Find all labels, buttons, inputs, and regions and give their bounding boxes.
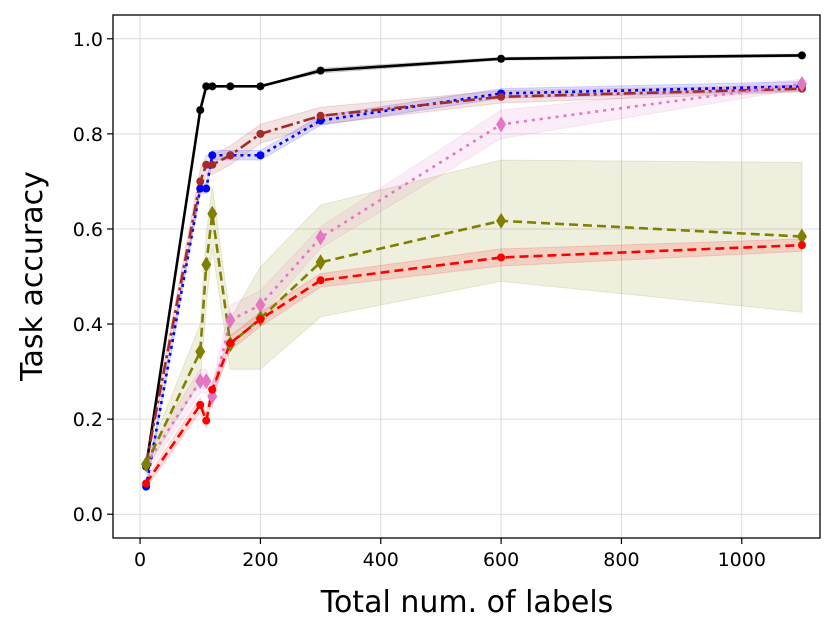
- marker-olive-dashed-diamond: [796, 228, 807, 245]
- marker-blue-dotted: [202, 184, 211, 193]
- confidence-bands: [145, 53, 803, 491]
- y-tick-label: 0.2: [73, 409, 103, 431]
- marker-black-solid: [226, 82, 235, 91]
- axis-ticks: 0 200 400 600 800 1000 0.0 0.2 0.4 0.6 0.8 1.0: [73, 29, 766, 571]
- marker-blue-dotted: [256, 151, 265, 160]
- marker-olive-dashed-diamond: [207, 205, 218, 222]
- marker-black-solid: [202, 82, 211, 91]
- line-red-dashed: [145, 243, 803, 485]
- marker-black-solid: [256, 82, 265, 91]
- x-tick-label: 1000: [718, 549, 766, 571]
- marker-pink-dotted-diamond: [496, 116, 507, 133]
- marker-brown-dashdot: [202, 160, 211, 169]
- marker-pink-dotted-diamond: [195, 373, 206, 390]
- marker-red-dashed: [316, 276, 325, 285]
- marker-pink-dotted-diamond: [225, 312, 236, 329]
- marker-blue-dotted: [208, 151, 217, 160]
- series-markers: [141, 51, 807, 491]
- line-pink-dotted-diamond: [145, 82, 803, 466]
- marker-pink-dotted-diamond: [796, 75, 807, 92]
- x-axis-title: Total num. of labels: [320, 585, 614, 620]
- x-tick-label: 800: [603, 549, 639, 571]
- marker-red-dashed: [226, 339, 235, 348]
- x-tick-label: 400: [363, 549, 399, 571]
- marker-pink-dotted-diamond: [201, 373, 212, 390]
- marker-black-solid: [316, 66, 325, 75]
- marker-red-dashed: [202, 416, 211, 425]
- y-axis-title: Task accuracy: [15, 171, 50, 382]
- y-tick-label: 0.6: [73, 219, 103, 241]
- marker-brown-dashdot: [226, 151, 235, 160]
- marker-olive-dashed-diamond: [315, 254, 326, 271]
- marker-pink-dotted-diamond: [255, 297, 266, 314]
- marker-brown-dashdot: [497, 92, 506, 101]
- y-tick-label: 1.0: [73, 29, 103, 51]
- y-tick-label: 0.0: [73, 504, 103, 526]
- marker-olive-dashed-diamond: [201, 256, 212, 273]
- marker-brown-dashdot: [196, 177, 205, 186]
- x-tick-label: 0: [134, 549, 146, 571]
- marker-brown-dashdot: [208, 160, 217, 169]
- y-tick-label: 0.8: [73, 124, 103, 146]
- x-tick-label: 200: [242, 549, 278, 571]
- marker-red-dashed: [797, 241, 806, 250]
- marker-blue-dotted: [196, 184, 205, 193]
- marker-olive-dashed-diamond: [141, 456, 152, 473]
- y-tick-label: 0.4: [73, 314, 103, 336]
- marker-brown-dashdot: [316, 111, 325, 120]
- marker-red-dashed: [142, 479, 151, 488]
- marker-black-solid: [196, 106, 205, 115]
- band-red-dashed: [145, 238, 803, 490]
- marker-black-solid: [208, 82, 217, 91]
- marker-red-dashed: [497, 253, 506, 262]
- marker-pink-dotted-diamond: [315, 229, 326, 246]
- marker-red-dashed: [196, 400, 205, 409]
- marker-red-dashed: [208, 385, 217, 394]
- band-olive-dashed-diamond: [145, 159, 803, 471]
- marker-black-solid: [797, 51, 806, 60]
- marker-black-solid: [497, 54, 506, 63]
- marker-red-dashed: [256, 315, 265, 324]
- marker-brown-dashdot: [256, 129, 265, 138]
- plot-frame: [112, 14, 821, 539]
- marker-olive-dashed-diamond: [195, 343, 206, 360]
- x-tick-label: 600: [483, 549, 519, 571]
- grid: [113, 15, 820, 538]
- marker-olive-dashed-diamond: [496, 212, 507, 229]
